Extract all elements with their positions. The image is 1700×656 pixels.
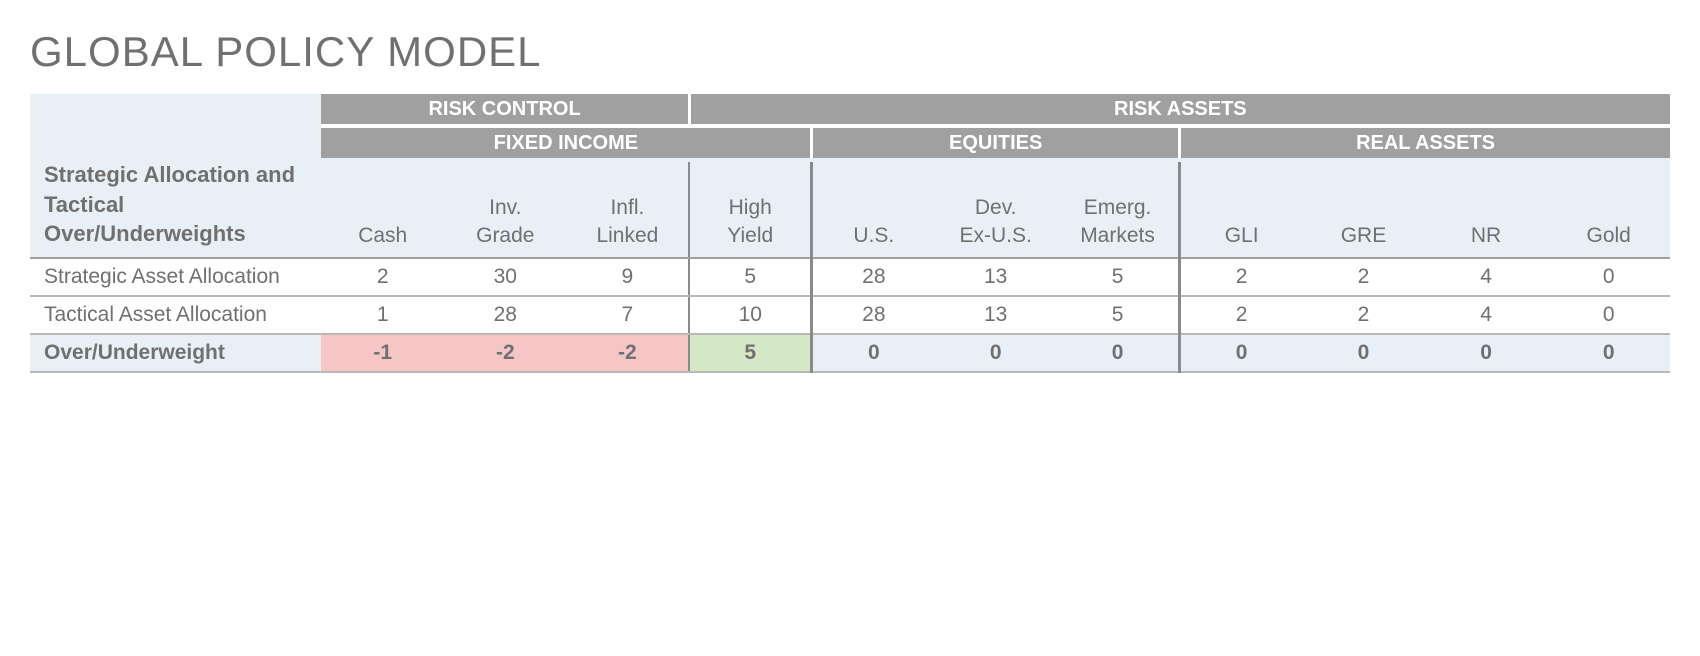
row-label-ou: Over/Underweight: [30, 334, 321, 372]
cell: 2: [1302, 296, 1425, 334]
cell: 2: [321, 258, 444, 296]
cell: 4: [1425, 258, 1548, 296]
cell: 28: [444, 296, 567, 334]
cell: -1: [321, 334, 444, 372]
colhead-emerg-markets: Emerg. Markets: [1057, 162, 1180, 258]
cell: 4: [1425, 296, 1548, 334]
cell: 5: [689, 334, 812, 372]
cell: -2: [444, 334, 567, 372]
cell: 13: [934, 296, 1057, 334]
cell: 0: [1302, 334, 1425, 372]
cell: 2: [1302, 258, 1425, 296]
header-row-top: Strategic Allocation and Tactical Over/U…: [30, 94, 1670, 124]
header-equities: EQUITIES: [812, 128, 1180, 158]
header-real-assets: REAL ASSETS: [1180, 128, 1670, 158]
cell: 30: [444, 258, 567, 296]
cell: 0: [1547, 334, 1670, 372]
colhead-infl-linked: Infl. Linked: [567, 162, 690, 258]
row-label-block: Strategic Allocation and Tactical Over/U…: [30, 94, 321, 258]
row-label-taa: Tactical Asset Allocation: [30, 296, 321, 334]
cell: 7: [567, 296, 690, 334]
colhead-high-yield: High Yield: [689, 162, 812, 258]
row-over-underweight: Over/Underweight -1 -2 -2 5 0 0 0 0 0 0 …: [30, 334, 1670, 372]
cell: 0: [1057, 334, 1180, 372]
cell: 2: [1180, 296, 1303, 334]
cell: 28: [812, 296, 935, 334]
cell: 2: [1180, 258, 1303, 296]
colhead-cash: Cash: [321, 162, 444, 258]
cell: 0: [1180, 334, 1303, 372]
cell: 0: [934, 334, 1057, 372]
cell: 0: [812, 334, 935, 372]
colhead-us: U.S.: [812, 162, 935, 258]
cell: 5: [689, 258, 812, 296]
cell: -2: [567, 334, 690, 372]
cell: 28: [812, 258, 935, 296]
cell: 5: [1057, 258, 1180, 296]
header-risk-assets: RISK ASSETS: [689, 94, 1670, 124]
cell: 13: [934, 258, 1057, 296]
cell: 0: [1547, 258, 1670, 296]
cell: 10: [689, 296, 812, 334]
colhead-inv-grade: Inv. Grade: [444, 162, 567, 258]
colhead-gre: GRE: [1302, 162, 1425, 258]
colhead-dev-ex-us: Dev. Ex-U.S.: [934, 162, 1057, 258]
header-risk-control: RISK CONTROL: [321, 94, 689, 124]
row-label-saa: Strategic Asset Allocation: [30, 258, 321, 296]
header-fixed-income: FIXED INCOME: [321, 128, 811, 158]
row-saa: Strategic Asset Allocation 2 30 9 5 28 1…: [30, 258, 1670, 296]
cell: 9: [567, 258, 690, 296]
cell: 1: [321, 296, 444, 334]
page-title: GLOBAL POLICY MODEL: [30, 28, 1670, 76]
colhead-nr: NR: [1425, 162, 1548, 258]
cell: 0: [1547, 296, 1670, 334]
colhead-gli: GLI: [1180, 162, 1303, 258]
colhead-gold: Gold: [1547, 162, 1670, 258]
allocation-table: Strategic Allocation and Tactical Over/U…: [30, 94, 1670, 373]
cell: 0: [1425, 334, 1548, 372]
row-taa: Tactical Asset Allocation 1 28 7 10 28 1…: [30, 296, 1670, 334]
cell: 5: [1057, 296, 1180, 334]
